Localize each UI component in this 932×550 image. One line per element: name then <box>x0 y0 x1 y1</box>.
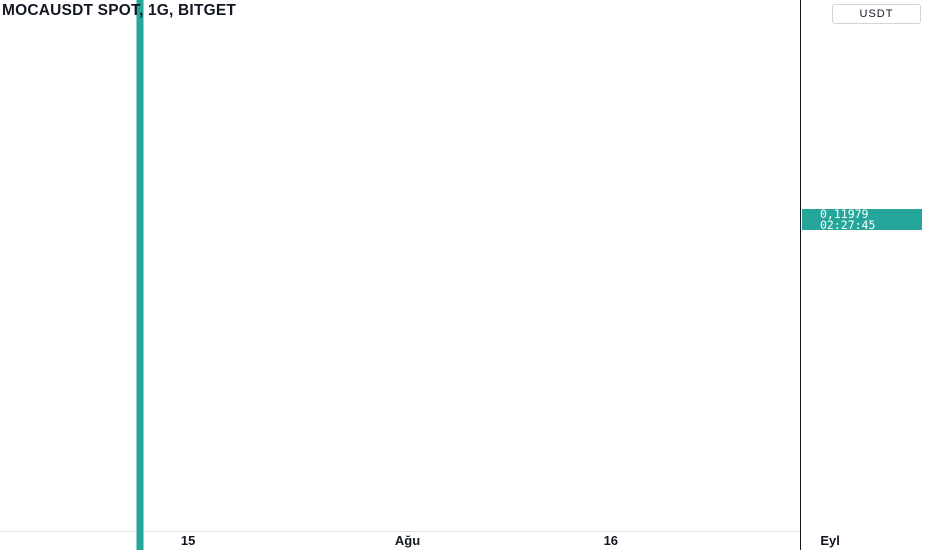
chart-title: MOCAUSDT SPOT, 1G, BITGET <box>2 2 237 19</box>
countdown-timer: 02:27:45 <box>820 217 876 232</box>
current-price-value: 0,11979 <box>820 207 869 221</box>
x-tick-label: 15 <box>181 533 195 548</box>
x-tick-label: Eyl <box>820 533 840 548</box>
current-price-badge: 0,11979 02:27:45 <box>802 209 922 230</box>
x-tick-label: 16 <box>604 533 618 548</box>
currency-unit-button[interactable]: USDT <box>832 4 921 24</box>
candle-body <box>136 0 144 550</box>
x-tick-label: Ağu <box>395 533 420 548</box>
